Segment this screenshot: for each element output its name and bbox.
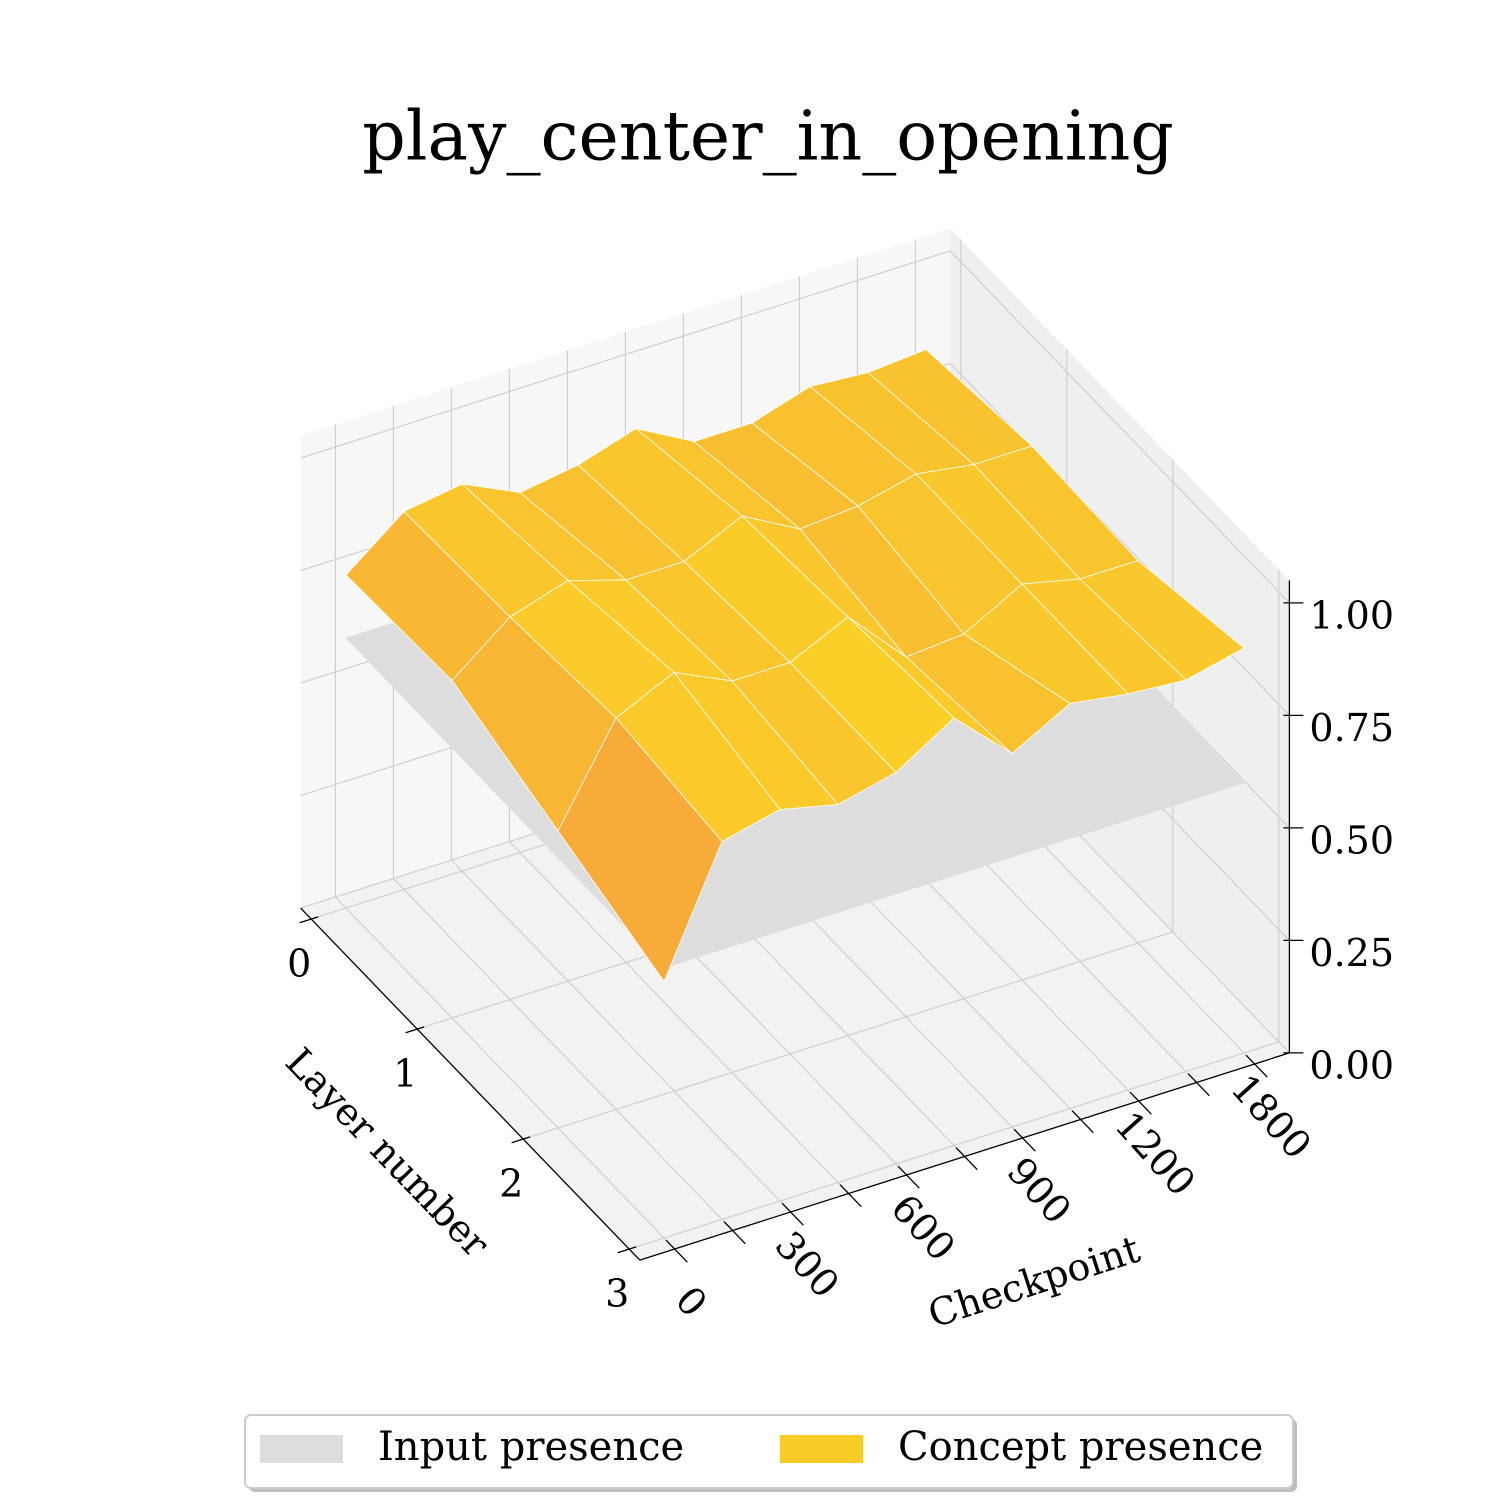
y-tick-label: 1 [393, 1052, 417, 1096]
y-axis-line [300, 907, 641, 1261]
grid-line [949, 362, 1290, 716]
x-tick [665, 1239, 688, 1263]
y-tick-label: 2 [499, 1162, 523, 1206]
grid-line [450, 859, 792, 1213]
y-tick [511, 1136, 531, 1144]
grid-line [300, 250, 951, 459]
surface-face [557, 717, 723, 983]
legend: Input presence Concept presence [244, 1414, 1297, 1492]
x-tick [839, 1184, 862, 1208]
x-tick [955, 1147, 978, 1171]
y-tick-label: 0 [287, 942, 311, 986]
x-tick [781, 1202, 804, 1226]
x-tick [1187, 1073, 1210, 1097]
z-tick-label: 1.00 [1309, 593, 1394, 637]
grid-line [334, 896, 676, 1250]
x-tick [897, 1165, 920, 1189]
y-tick [405, 1026, 425, 1034]
legend-box [244, 1414, 1294, 1489]
z-tick-label: 0.00 [1309, 1043, 1394, 1087]
legend-swatch [780, 1435, 863, 1463]
legend-label: Concept presence [898, 1424, 1263, 1470]
legend-label: Input presence [378, 1424, 684, 1470]
y-tick-label: 3 [605, 1272, 629, 1316]
grid-line [392, 878, 734, 1231]
z-tick-label: 0.25 [1309, 931, 1394, 975]
x-tick [723, 1221, 746, 1245]
chart-title: play_center_in_opening [362, 98, 1174, 177]
y-tick [617, 1246, 637, 1254]
x-tick [1245, 1054, 1268, 1078]
x-tick [1071, 1110, 1094, 1134]
x-tick [1129, 1091, 1152, 1115]
z-tick-label: 0.75 [1309, 706, 1394, 750]
grid-line [949, 250, 1290, 604]
grid-line [508, 841, 850, 1194]
legend-swatch [260, 1435, 343, 1463]
z-tick-label: 0.50 [1309, 818, 1394, 862]
y-tick [299, 916, 319, 924]
x-tick [1013, 1128, 1036, 1152]
